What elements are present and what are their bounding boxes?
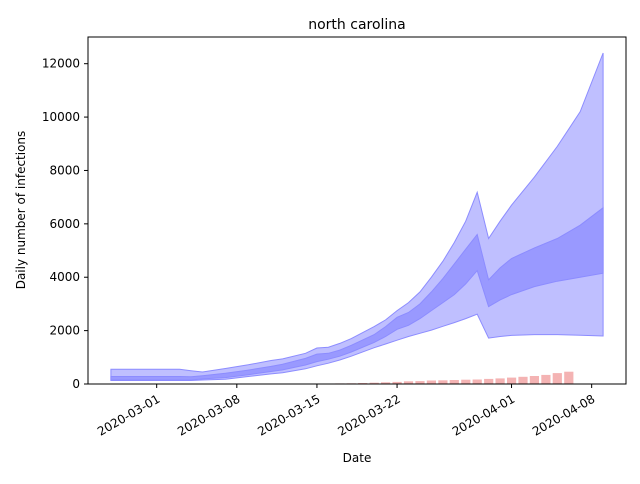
y-tick-label: 6000 [49,217,80,231]
observed-bar [427,381,436,385]
x-tick-label: 2020-03-01 [95,392,162,439]
observed-bar [507,378,516,384]
observed-bar [461,380,470,384]
y-tick-label: 2000 [49,324,80,338]
x-tick-label: 2020-03-22 [335,392,402,439]
observed-bar [484,379,493,384]
x-axis-ticks: 2020-03-01 2020-03-08 2020-03-15 2020-03-22… [95,384,597,439]
observed-bar [438,380,447,384]
observed-bar [496,378,505,384]
observed-bar [450,380,459,384]
y-axis-label: Daily number of infections [14,131,28,290]
x-tick-label: 2020-04-01 [450,392,517,439]
y-tick-label: 0 [72,377,80,391]
observed-bar [518,377,527,384]
x-axis-label: Date [343,451,372,465]
x-tick-label: 2020-03-15 [255,392,322,439]
x-tick-label: 2020-03-08 [175,392,242,439]
observed-bars [278,372,573,384]
outer-prediction-band [111,53,603,381]
observed-bar [541,375,550,384]
y-tick-label: 12000 [42,57,80,71]
observed-bar [473,380,482,385]
y-tick-label: 8000 [49,163,80,177]
observed-bar [530,376,539,384]
y-tick-label: 10000 [42,110,80,124]
prediction-bands [111,53,603,381]
observed-bar [553,373,562,384]
y-axis-ticks: 0 2000 4000 6000 8000 10000 12000 [42,57,88,391]
y-tick-label: 4000 [49,270,80,284]
observed-bar [564,372,573,384]
chart-title: north carolina [308,17,406,33]
x-tick-label: 2020-04-08 [530,392,597,439]
